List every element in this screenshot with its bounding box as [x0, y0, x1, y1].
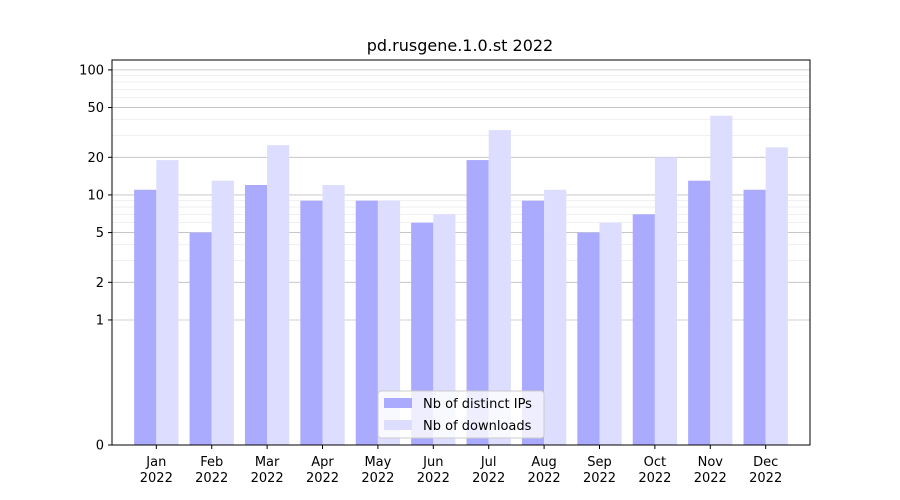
bar-downloads	[599, 222, 622, 445]
bar-ips	[577, 232, 600, 445]
y-tick-label: 2	[96, 276, 104, 291]
y-tick-label: 1	[96, 313, 104, 328]
x-tick-label: 2022	[583, 471, 616, 486]
x-tick-label: Jul	[480, 455, 497, 470]
bar-downloads	[433, 214, 456, 445]
x-axis: Jan2022Feb2022Mar2022Apr2022May2022Jun20…	[140, 445, 782, 486]
bar-ips	[521, 200, 545, 445]
x-tick-label: Jun	[422, 455, 443, 470]
legend-label-downloads: Nb of downloads	[423, 419, 532, 434]
bar-downloads	[211, 180, 234, 445]
bar-downloads	[544, 189, 567, 445]
x-tick-label: 2022	[195, 471, 228, 486]
bar-downloads	[377, 200, 401, 445]
x-tick-label: 2022	[306, 471, 339, 486]
x-tick-label: 2022	[638, 471, 671, 486]
y-axis: 0 1 2 5 10 20 50 100	[79, 63, 112, 454]
x-tick-label: Aug	[531, 455, 556, 470]
x-tick-label: 2022	[472, 471, 505, 486]
y-tick-label: 10	[87, 188, 104, 203]
bar-downloads	[488, 130, 511, 445]
bar-ips	[743, 189, 766, 445]
legend-swatch-ips	[384, 398, 412, 408]
bar-downloads	[322, 185, 345, 445]
x-tick-label: 2022	[417, 471, 450, 486]
bar-ips	[466, 160, 489, 445]
x-tick-label: Sep	[587, 455, 612, 470]
legend-label-ips: Nb of distinct IPs	[423, 397, 532, 412]
bar-ips	[688, 180, 711, 445]
x-tick-label: May	[364, 455, 391, 470]
bar-downloads	[654, 157, 678, 445]
bar-downloads	[156, 160, 179, 445]
y-tick-label: 100	[79, 63, 104, 78]
y-tick-label: 5	[96, 226, 104, 241]
x-tick-label: Apr	[311, 455, 334, 470]
bar-ips	[300, 200, 323, 445]
y-tick-label: 0	[96, 439, 104, 454]
bar-ips	[189, 232, 212, 445]
x-tick-label: 2022	[251, 471, 284, 486]
x-tick-label: 2022	[140, 471, 173, 486]
bar-downloads	[267, 145, 290, 445]
bar-downloads	[765, 147, 788, 446]
x-tick-label: Oct	[644, 455, 666, 470]
x-tick-label: 2022	[749, 471, 782, 486]
bar-ips	[632, 214, 655, 445]
legend-frame	[377, 390, 545, 439]
plot-frame	[111, 59, 811, 446]
bar-ips	[244, 185, 268, 445]
x-tick-label: 2022	[528, 471, 561, 486]
chart-title: pd.rusgene.1.0.st 2022	[367, 36, 553, 55]
x-tick-label: Mar	[255, 455, 280, 470]
x-tick-label: 2022	[694, 471, 727, 486]
x-tick-label: Jan	[145, 455, 166, 470]
legend-swatch-downloads	[384, 420, 412, 430]
bar-ips	[411, 222, 434, 445]
bars-layer	[134, 115, 788, 446]
bar-downloads	[710, 115, 733, 445]
bar-ips	[355, 200, 378, 445]
y-tick-label: 20	[87, 151, 104, 166]
y-tick-label: 50	[87, 101, 104, 116]
x-tick-label: Nov	[698, 455, 724, 470]
legend: Nb of distinct IPs Nb of downloads	[377, 390, 545, 439]
x-tick-label: Feb	[200, 455, 223, 470]
bar-ips	[134, 189, 157, 445]
x-tick-label: 2022	[361, 471, 394, 486]
x-tick-label: Dec	[753, 455, 778, 470]
